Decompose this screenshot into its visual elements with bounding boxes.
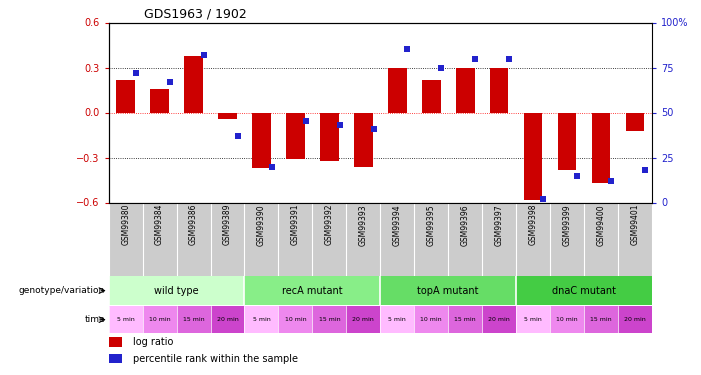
Bar [109, 276, 245, 305]
Bar [286, 112, 305, 159]
Point [504, 56, 515, 62]
Text: 5 min: 5 min [388, 317, 406, 322]
Bar [346, 306, 380, 333]
Bar [558, 112, 576, 170]
Bar [184, 56, 203, 112]
Text: GSM99380: GSM99380 [121, 204, 130, 246]
Text: 5 min: 5 min [524, 317, 542, 322]
Point [470, 56, 481, 62]
Bar [278, 306, 313, 333]
Bar [218, 112, 237, 118]
Text: GSM99399: GSM99399 [562, 204, 571, 246]
Bar [245, 276, 381, 305]
Text: GSM99393: GSM99393 [359, 204, 368, 246]
Text: 15 min: 15 min [590, 317, 612, 322]
Text: genotype/variation: genotype/variation [19, 286, 105, 295]
Bar [490, 68, 508, 112]
Text: GSM99386: GSM99386 [189, 204, 198, 246]
Bar [448, 306, 482, 333]
Bar [625, 112, 644, 130]
Bar [116, 80, 135, 112]
Text: 10 min: 10 min [556, 317, 578, 322]
Text: 5 min: 5 min [252, 317, 271, 322]
Point [368, 126, 379, 132]
Bar [414, 306, 448, 333]
Bar [524, 112, 543, 200]
Text: percentile rank within the sample: percentile rank within the sample [133, 354, 298, 364]
Text: 10 min: 10 min [285, 317, 306, 322]
Point [334, 122, 345, 128]
Point [402, 46, 413, 53]
Bar [516, 276, 652, 305]
Point [606, 178, 617, 184]
Point [639, 167, 651, 173]
Text: 5 min: 5 min [117, 317, 135, 322]
Bar [313, 306, 346, 333]
Point [130, 70, 142, 76]
Bar [381, 276, 516, 305]
Bar [109, 306, 142, 333]
Text: GDS1963 / 1902: GDS1963 / 1902 [144, 8, 247, 21]
Text: 10 min: 10 min [149, 317, 170, 322]
Text: GSM99384: GSM99384 [155, 204, 164, 246]
Text: GSM99390: GSM99390 [257, 204, 266, 246]
Point [300, 118, 311, 124]
Bar [252, 112, 271, 168]
Text: 20 min: 20 min [624, 317, 646, 322]
Text: recA mutant: recA mutant [282, 286, 343, 296]
Text: time: time [85, 315, 105, 324]
Point [571, 172, 583, 178]
Text: 20 min: 20 min [489, 317, 510, 322]
Text: GSM99396: GSM99396 [461, 204, 470, 246]
Text: 20 min: 20 min [217, 317, 238, 322]
Text: 15 min: 15 min [318, 317, 340, 322]
Bar [210, 306, 245, 333]
Bar [142, 306, 177, 333]
Bar [618, 306, 652, 333]
Text: GSM99394: GSM99394 [393, 204, 402, 246]
Bar [550, 306, 584, 333]
Point [164, 79, 175, 85]
Bar [320, 112, 339, 160]
Text: GSM99401: GSM99401 [630, 204, 639, 246]
Text: 15 min: 15 min [454, 317, 476, 322]
Bar [456, 68, 475, 112]
Text: GSM99392: GSM99392 [325, 204, 334, 246]
Text: GSM99397: GSM99397 [495, 204, 503, 246]
Point [538, 196, 549, 202]
Text: wild type: wild type [154, 286, 199, 296]
Bar [381, 306, 414, 333]
Text: 15 min: 15 min [183, 317, 205, 322]
Bar [109, 337, 122, 346]
Bar [388, 68, 407, 112]
Bar [354, 112, 373, 166]
Text: 20 min: 20 min [353, 317, 374, 322]
Bar [592, 112, 611, 183]
Bar [109, 354, 122, 363]
Bar [422, 80, 440, 112]
Text: GSM99398: GSM99398 [529, 204, 538, 246]
Point [266, 164, 278, 170]
Bar [150, 88, 169, 112]
Text: GSM99395: GSM99395 [427, 204, 436, 246]
Bar [482, 306, 516, 333]
Bar [245, 306, 278, 333]
Text: 10 min: 10 min [421, 317, 442, 322]
Bar [584, 306, 618, 333]
Text: GSM99389: GSM99389 [223, 204, 232, 246]
Text: topA mutant: topA mutant [418, 286, 479, 296]
Text: GSM99400: GSM99400 [597, 204, 606, 246]
Bar [516, 306, 550, 333]
Bar [177, 306, 210, 333]
Text: dnaC mutant: dnaC mutant [552, 286, 616, 296]
Text: GSM99391: GSM99391 [291, 204, 300, 246]
Point [198, 52, 210, 58]
Point [436, 64, 447, 70]
Point [232, 133, 243, 139]
Text: log ratio: log ratio [133, 337, 173, 347]
